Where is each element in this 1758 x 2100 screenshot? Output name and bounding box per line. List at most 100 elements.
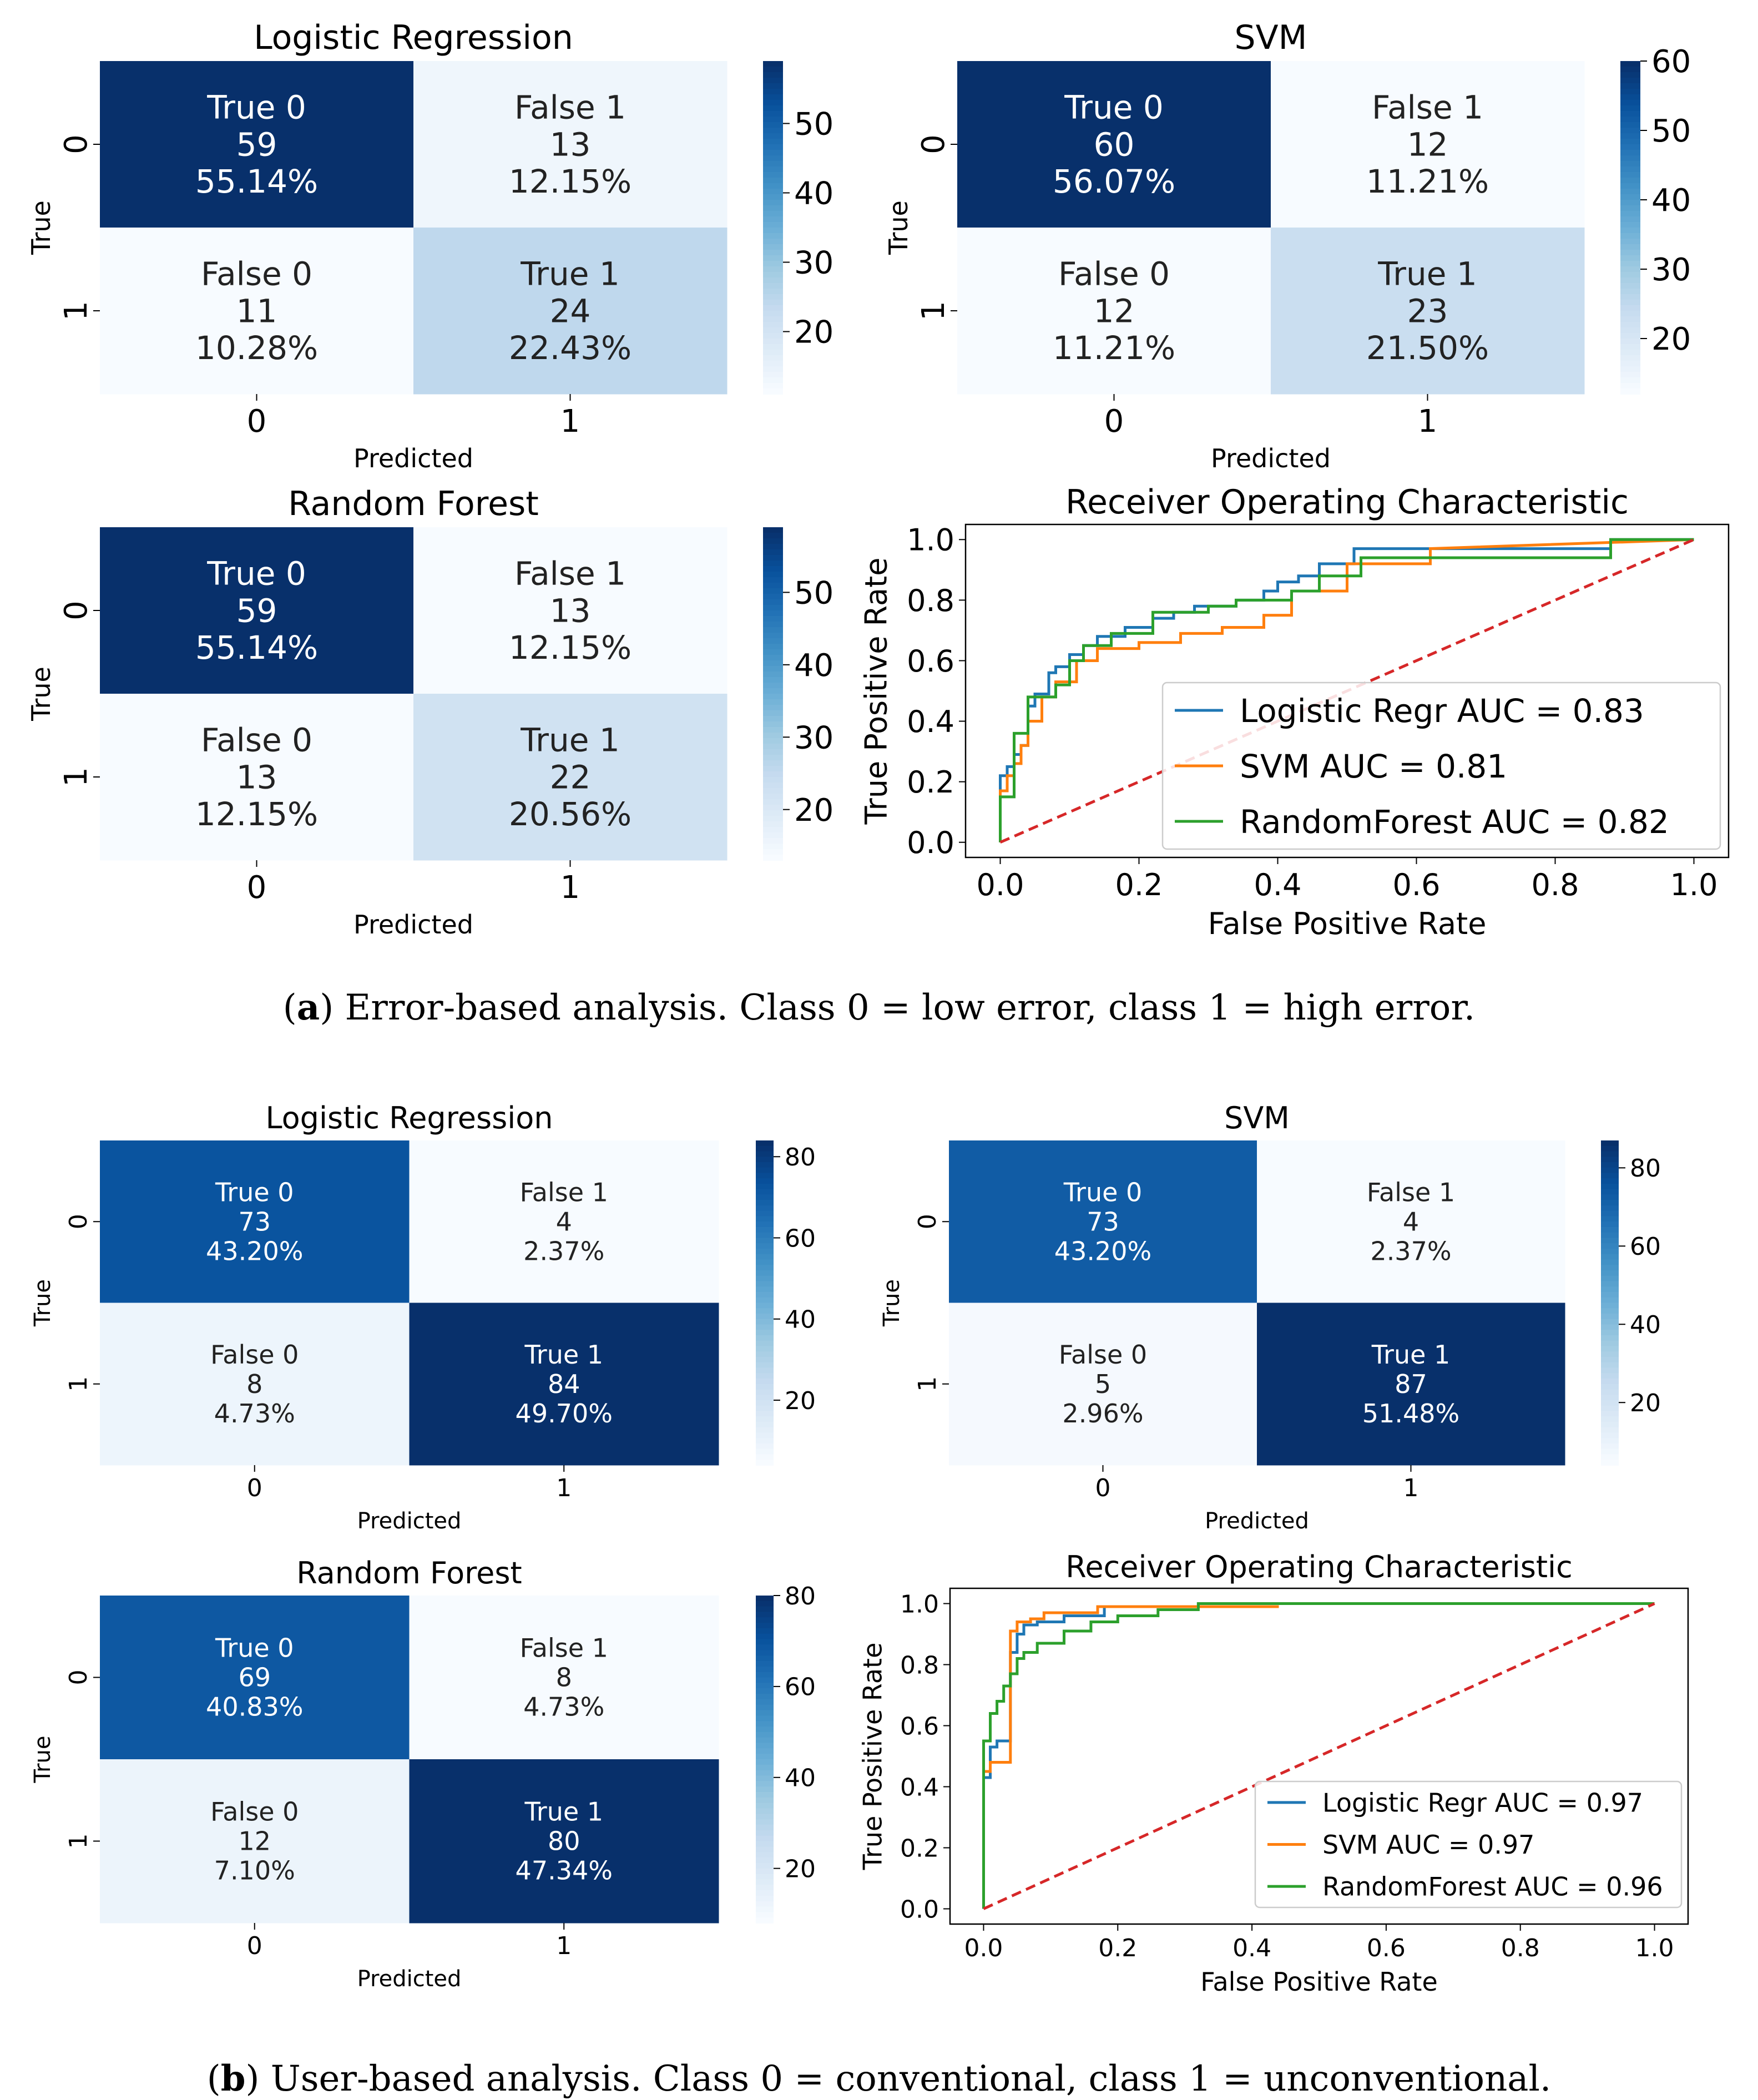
colorbar-segment [756,1727,774,1733]
heatmap-cell [949,1303,1257,1466]
colorbar-tick-label: 40 [1630,1311,1661,1339]
heatmap-cell [100,228,414,395]
colorbar-segment [756,1596,774,1602]
cell-count: 73 [1087,1207,1119,1236]
colorbar-segment [756,1710,774,1717]
roc-curve [982,1602,1655,1909]
colorbar-segment [1601,1200,1619,1206]
colorbar-segment [763,738,783,744]
cell-count: 11 [236,292,277,330]
colorbar-segment [763,211,783,217]
colorbar-tick-label: 30 [1651,252,1691,288]
colorbar-segment [1620,305,1640,311]
colorbar-segment [763,799,783,805]
colorbar-segment [756,1677,774,1684]
colorbar-tick-label: 20 [794,315,833,351]
colorbar-segment [763,838,783,844]
colorbar-segment [756,1644,774,1651]
colorbar-segment [763,350,783,356]
colorbar-segment [756,1814,774,1820]
colorbar-segment [1601,1405,1619,1412]
colorbar-segment [1620,194,1640,200]
colorbar-segment [763,577,783,583]
colorbar-segment [1601,1157,1619,1163]
cell-label: False 0 [201,255,312,293]
colorbar-segment [763,272,783,278]
colorbar-tick-label: 40 [785,1306,816,1334]
colorbar-segment [763,139,783,145]
x-tick-label: 1 [1418,403,1438,440]
cell-count: 60 [1094,125,1135,163]
legend-label: Logistic Regr AUC = 0.97 [1322,1788,1643,1818]
cell-percent: 43.20% [206,1236,303,1266]
colorbar-segment [1601,1189,1619,1195]
colorbar-segment [756,1737,774,1744]
cell-percent: 2.96% [1062,1399,1143,1428]
cell-count: 13 [550,125,591,163]
colorbar-segment [756,1874,774,1880]
cell-count: 59 [236,125,277,163]
x-tick-label: 0.0 [977,867,1024,902]
x-tick-label: 0.4 [1232,1934,1271,1962]
colorbar-segment [756,1432,774,1439]
y-axis-label: True [883,200,913,255]
cell-percent: 11.21% [1366,163,1489,200]
colorbar-segment [1620,272,1640,278]
colorbar-segment [763,261,783,267]
colorbar-segment [763,327,783,334]
x-tick-label: 0.2 [1115,867,1163,902]
colorbar-segment [763,527,783,533]
colorbar-segment [756,1743,774,1749]
cell-label: True 0 [1063,1177,1143,1207]
colorbar-tick-label: 50 [794,576,833,612]
colorbar-segment [763,383,783,389]
y-tick-label: 1 [64,1376,93,1392]
chart-title: SVM [1224,1101,1290,1135]
cell-percent: 56.07% [1053,163,1175,200]
cell-count: 24 [550,292,591,330]
heatmap-cell [100,61,414,228]
colorbar-segment [1601,1438,1619,1444]
colorbar-segment [1601,1362,1619,1369]
cell-count: 23 [1407,292,1448,330]
colorbar-segment [756,1628,774,1634]
x-tick-label: 1.0 [1670,867,1718,902]
chart-title: Receiver Operating Characteristic [1065,483,1629,522]
colorbar-segment [1620,144,1640,150]
y-axis-label: True [26,667,56,721]
colorbar-segment [763,666,783,672]
x-tick-label: 0.2 [1098,1934,1137,1962]
colorbar-segment [763,583,783,589]
chart-title: Receiver Operating Characteristic [1065,1549,1573,1584]
colorbar-segment [763,94,783,100]
roc-curve [982,1605,1279,1909]
colorbar-segment [756,1786,774,1793]
colorbar-segment [763,283,783,289]
colorbar-segment [1601,1140,1619,1147]
colorbar-segment [763,810,783,816]
chart-title: Random Forest [288,484,539,523]
cell-percent: 43.20% [1054,1236,1151,1266]
colorbar-segment [1601,1162,1619,1168]
cell-count: 13 [236,758,277,796]
colorbar-segment [756,1427,774,1433]
colorbar-segment [763,183,783,189]
colorbar-segment [763,111,783,117]
colorbar-segment [763,239,783,245]
colorbar-segment [1601,1411,1619,1417]
cell-label: False 0 [210,1340,299,1370]
cell-label: True 1 [520,255,620,293]
colorbar-tick-label: 50 [1651,113,1691,149]
colorbar-segment [1620,333,1640,339]
colorbar-segment [763,677,783,683]
colorbar-segment [1620,117,1640,123]
colorbar-segment [763,200,783,206]
colorbar-segment [1601,1205,1619,1211]
colorbar-segment [763,705,783,711]
colorbar-segment [763,255,783,261]
colorbar-segment [756,1145,774,1152]
cell-percent: 40.83% [206,1692,303,1722]
y-tick-label: 0 [64,1214,93,1229]
colorbar-segment [763,683,783,689]
